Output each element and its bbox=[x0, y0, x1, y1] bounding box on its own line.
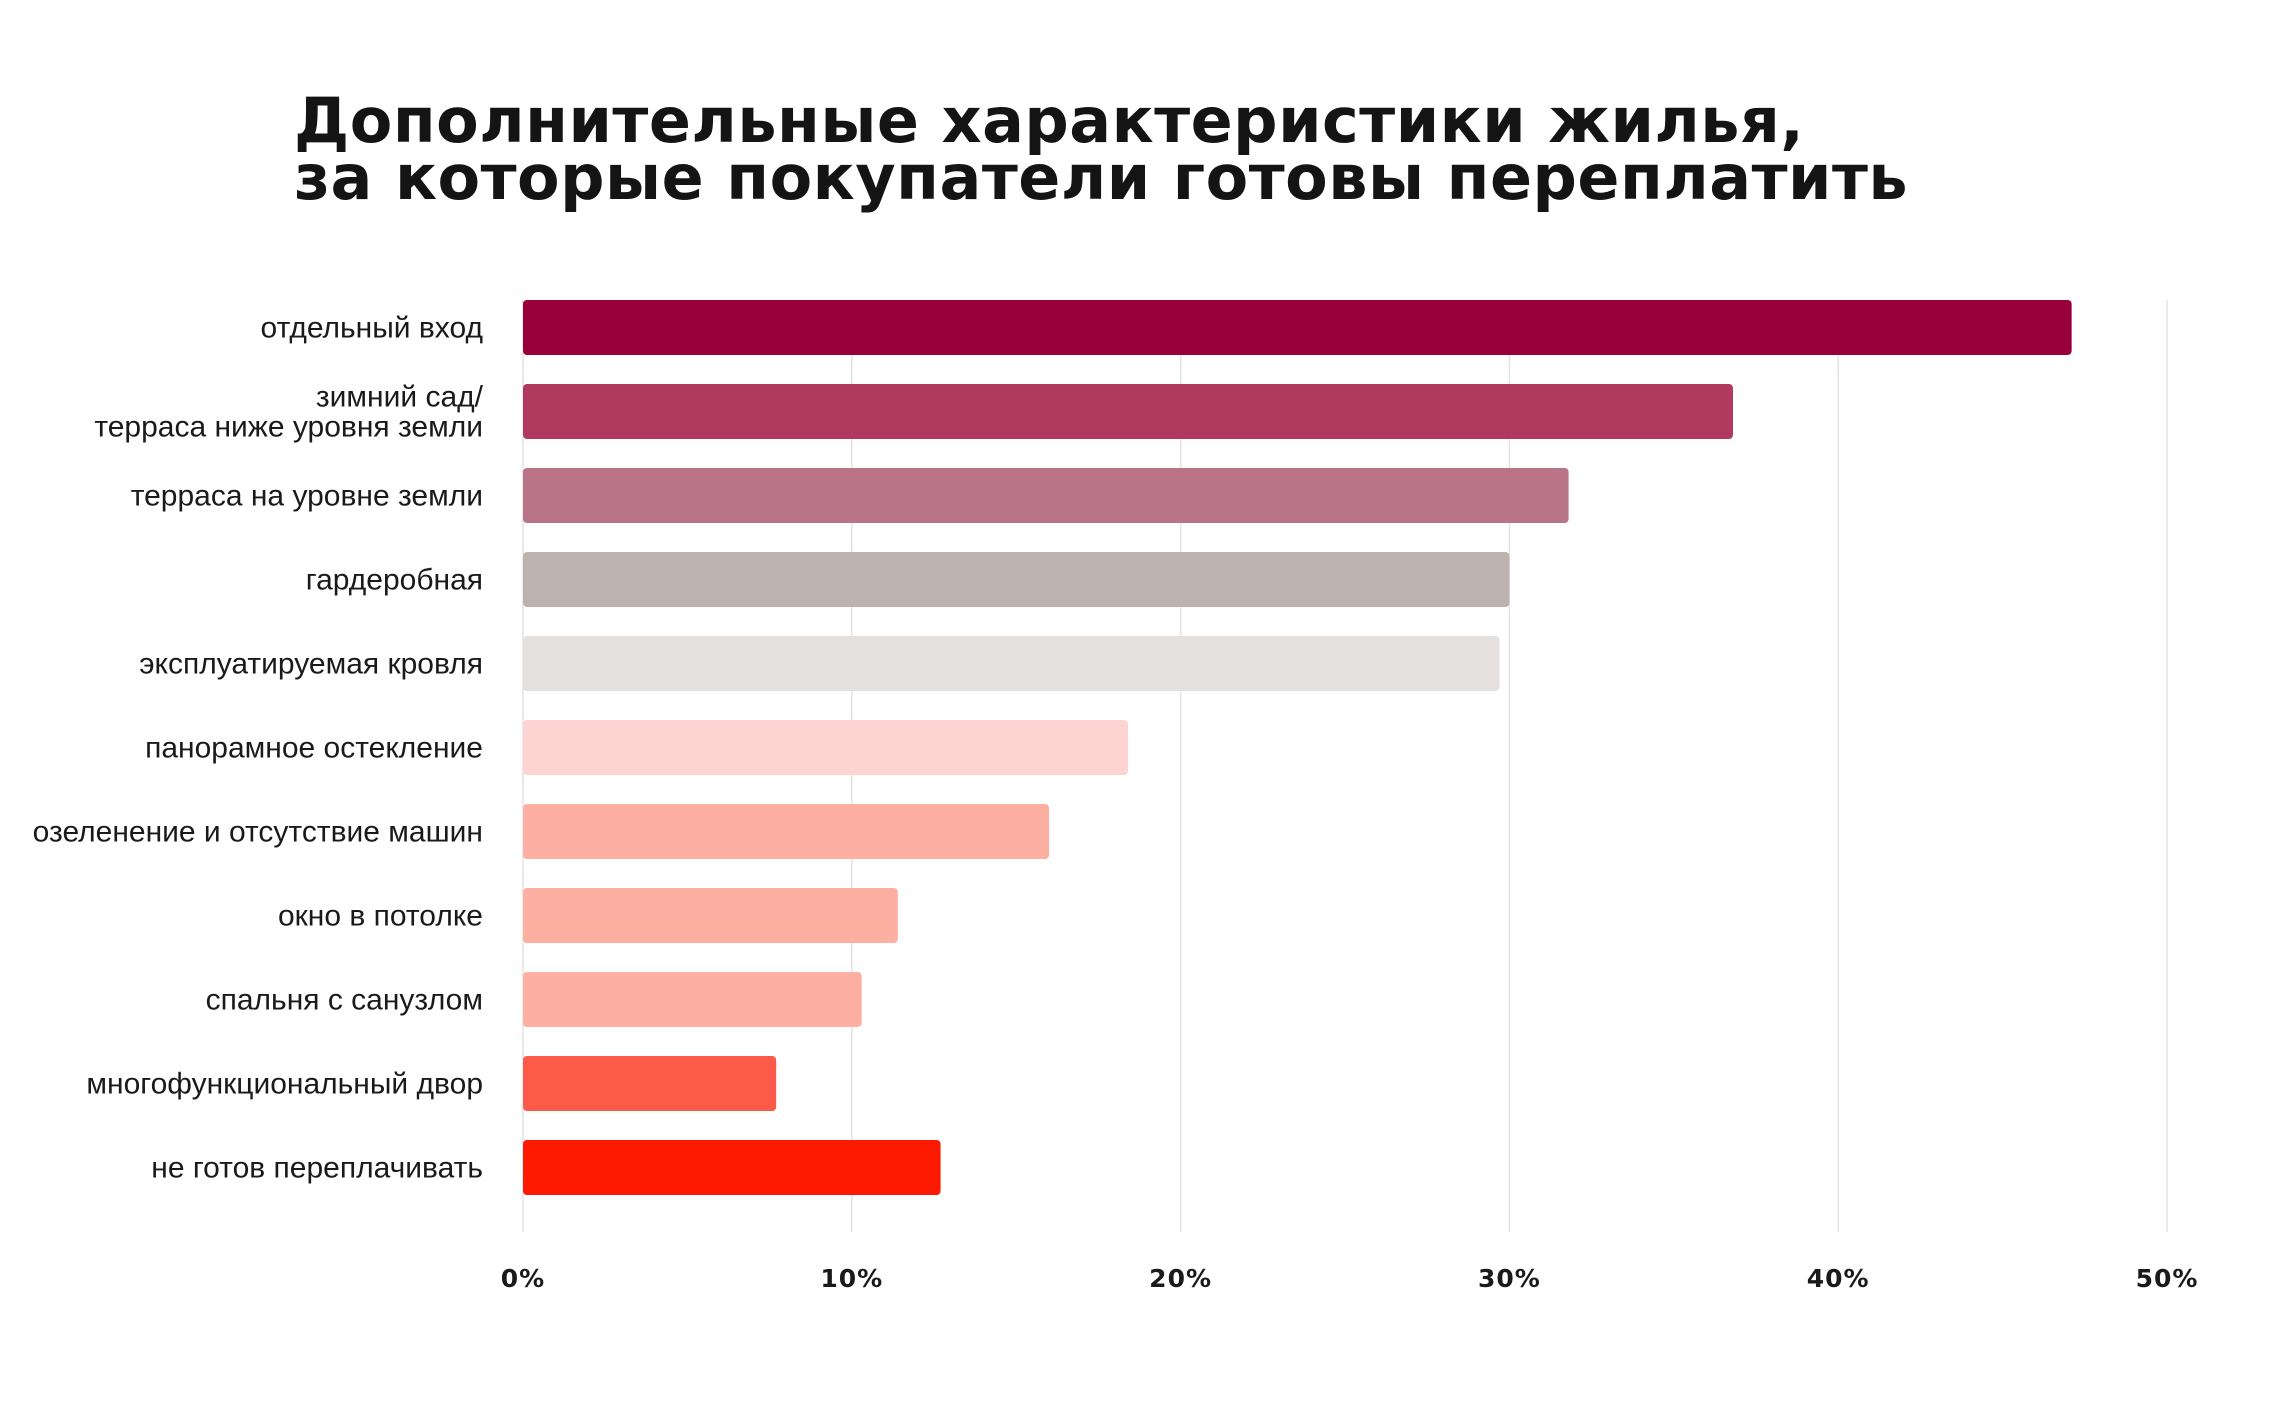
category-label: озеленение и отсутствие машин bbox=[33, 816, 483, 849]
category-label: эксплуатируемая кровля bbox=[139, 648, 483, 681]
category-labels: отдельный вход зимний сад/терраса ниже ур… bbox=[33, 312, 484, 1185]
bar bbox=[523, 888, 898, 943]
category-label: терраса на уровне земли bbox=[131, 480, 483, 513]
bar bbox=[523, 972, 862, 1027]
bar bbox=[523, 384, 1733, 439]
category-label: спальня с санузлом bbox=[206, 984, 483, 1017]
bar bbox=[523, 468, 1569, 523]
x-tick-label: 20% bbox=[1149, 1264, 1212, 1293]
x-axis-ticks: 0% 10% 20% 30% 40% 50% bbox=[501, 1264, 2199, 1293]
bar bbox=[523, 1056, 777, 1111]
chart-title-line-2: за которые покупатели готовы переплатить bbox=[294, 141, 1909, 214]
x-tick-label: 40% bbox=[1807, 1264, 1870, 1293]
bar bbox=[523, 804, 1050, 859]
category-label: отдельный вход bbox=[261, 312, 483, 345]
x-tick-label: 10% bbox=[820, 1264, 883, 1293]
category-label: гардеробная bbox=[306, 564, 483, 597]
chart-title: Дополнительные характеристики жилья, за … bbox=[294, 84, 1909, 214]
x-tick-label: 30% bbox=[1478, 1264, 1541, 1293]
bar bbox=[523, 636, 1500, 691]
x-tick-label: 0% bbox=[501, 1264, 545, 1293]
x-tick-label: 50% bbox=[2136, 1264, 2199, 1293]
category-label: многофункциональный двор bbox=[86, 1068, 483, 1101]
bar bbox=[523, 552, 1510, 607]
bar bbox=[523, 300, 2072, 355]
bar bbox=[523, 720, 1128, 775]
category-label: панорамное остекление bbox=[145, 732, 483, 765]
category-label: не готов переплачивать bbox=[151, 1152, 483, 1185]
bars bbox=[523, 300, 2072, 1195]
category-label: зимний сад/терраса ниже уровня земли bbox=[94, 381, 483, 444]
category-label: окно в потолке bbox=[278, 900, 483, 933]
chart-title-line-1: Дополнительные характеристики жилья, bbox=[294, 84, 1805, 157]
bar bbox=[523, 1140, 941, 1195]
